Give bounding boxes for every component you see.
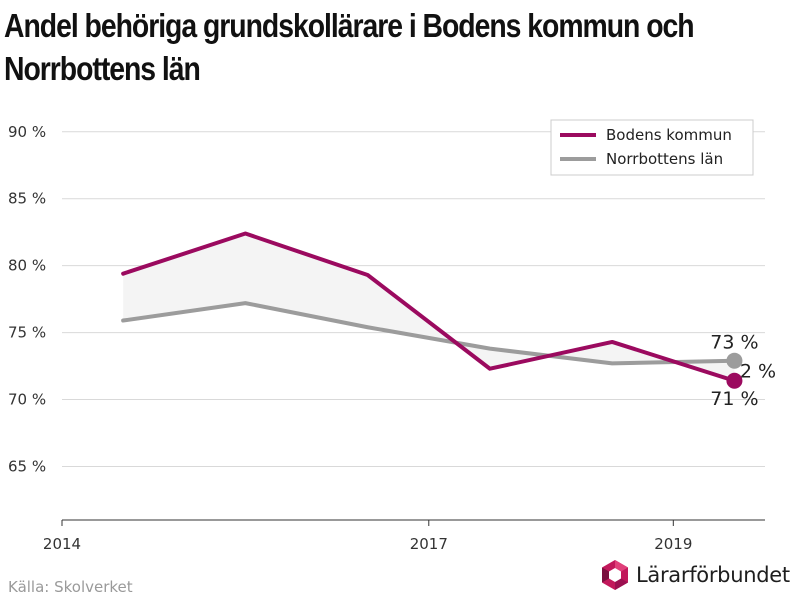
brand-logo: Lärarförbundet (600, 557, 790, 593)
brand-logo-icon (602, 560, 628, 590)
difference-band (123, 233, 735, 381)
end-marker-bodens-kommun (726, 372, 743, 389)
end-label-bodens-kommun: 71 % (710, 388, 758, 410)
x-tick-label: 2017 (410, 535, 448, 553)
y-tick-label: 75 % (8, 324, 46, 342)
series-line-norrbottens-lan (121, 301, 737, 366)
legend-label-norrbottens-lan: Norrbottens län (606, 150, 723, 168)
title-line-2: Norrbottens län (4, 50, 201, 87)
difference-label: 2 % (740, 361, 776, 383)
end-label-norrbottens-lan: 73 % (710, 332, 758, 354)
chart-title: Andel behöriga grundskollärare i Bodens … (4, 4, 695, 90)
y-tick-label: 85 % (8, 190, 46, 208)
source-note: Källa: Skolverket (8, 578, 133, 596)
legend-box (550, 119, 754, 176)
y-tick-label: 70 % (8, 391, 46, 409)
end-marker-norrbottens-lan (726, 352, 743, 369)
x-tick-label: 2019 (654, 535, 692, 553)
title-line-1: Andel behöriga grundskollärare i Bodens … (4, 7, 695, 44)
y-tick-label: 65 % (8, 457, 46, 475)
brand-logo-text: Lärarförbundet (636, 563, 790, 587)
y-tick-label: 90 % (8, 123, 46, 141)
y-tick-label: 80 % (8, 257, 46, 275)
series-line-bodens-kommun (121, 231, 737, 383)
x-tick-label: 2014 (43, 535, 81, 553)
legend-label-bodens-kommun: Bodens kommun (606, 126, 732, 144)
